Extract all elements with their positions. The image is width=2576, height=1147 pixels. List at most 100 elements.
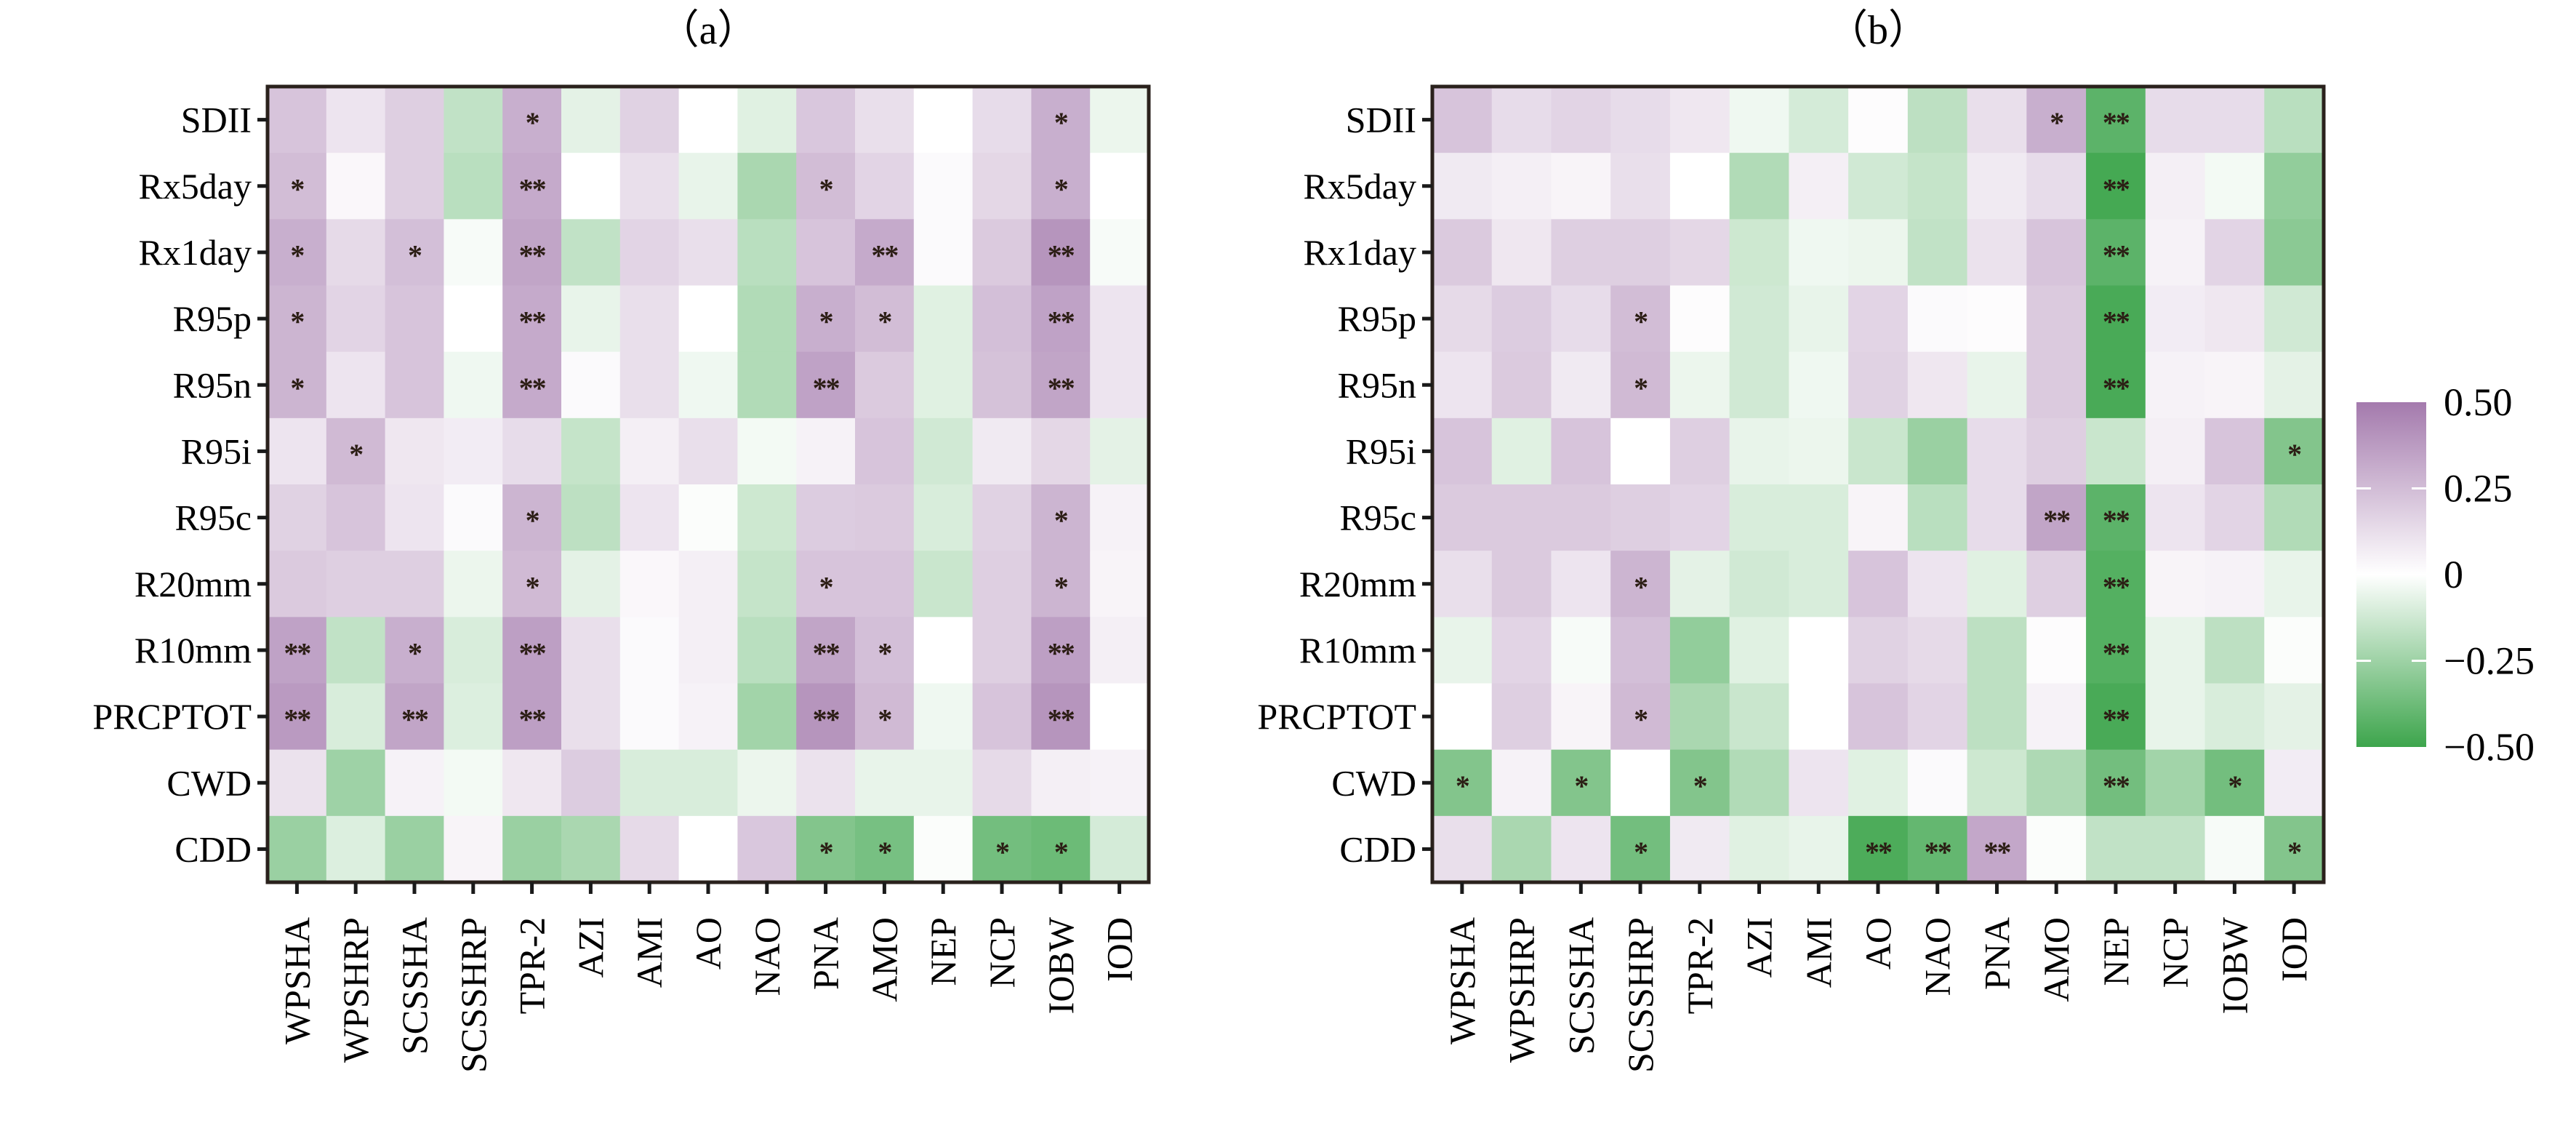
heatmap-cell — [1967, 219, 2027, 287]
y-tick-label: R95p — [173, 298, 252, 339]
heatmap-cell — [737, 351, 797, 419]
heatmap-cell — [1491, 749, 1552, 817]
heatmap-cell — [1551, 749, 1611, 817]
heatmap-cell — [1610, 87, 1671, 153]
heatmap-cell — [1031, 749, 1091, 817]
heatmap-cell — [1031, 219, 1091, 287]
y-tick-label: R95n — [1338, 364, 1416, 405]
significance-marker: ** — [2103, 636, 2130, 669]
heatmap-cell — [1669, 153, 1730, 220]
heatmap-cell — [1491, 551, 1552, 618]
heatmap-cell — [855, 551, 915, 618]
significance-marker: ** — [2103, 570, 2130, 603]
heatmap-cell — [561, 815, 621, 883]
heatmap-cell — [1432, 551, 1493, 618]
heatmap-cell — [2145, 417, 2206, 485]
y-tick-label: Rx1day — [1303, 232, 1416, 273]
x-tick-label: AMO — [864, 917, 904, 1002]
heatmap-cell — [2086, 219, 2146, 287]
significance-marker: ** — [2103, 305, 2130, 338]
heatmap-cell — [1967, 417, 2027, 485]
heatmap-cell — [1551, 551, 1611, 618]
heatmap-cell — [913, 749, 974, 817]
significance-marker: * — [1054, 836, 1068, 868]
y-tick-label: Rx1day — [138, 232, 252, 273]
heatmap-cell — [561, 683, 621, 751]
x-tick-label: NEP — [923, 917, 963, 986]
heatmap-cell — [737, 484, 797, 551]
heatmap-cell — [2204, 617, 2265, 684]
heatmap-cell — [326, 815, 386, 883]
heatmap-cell — [1848, 153, 1909, 220]
heatmap-cell — [1729, 87, 1789, 153]
heatmap-cell — [855, 219, 915, 287]
y-tick-label: CDD — [174, 828, 252, 869]
heatmap-cell — [737, 551, 797, 618]
heatmap-cell — [2026, 153, 2087, 220]
significance-marker: * — [526, 570, 539, 603]
heatmap-cell — [972, 351, 1032, 419]
heatmap-cell — [1090, 417, 1149, 485]
heatmap-cell — [2204, 749, 2265, 817]
heatmap-cell — [796, 617, 856, 684]
heatmap-cell — [1729, 484, 1789, 551]
significance-marker: * — [1634, 372, 1648, 404]
heatmap-cell — [502, 617, 562, 684]
significance-marker: ** — [519, 703, 546, 736]
heatmap-cell — [619, 417, 680, 485]
significance-marker: ** — [519, 636, 546, 669]
x-tick-label: AMO — [2036, 917, 2077, 1002]
heatmap-cell — [678, 87, 738, 153]
significance-marker: * — [1634, 836, 1648, 868]
x-tick-label: SCSSHA — [1560, 917, 1601, 1055]
heatmap-cell — [2145, 683, 2206, 751]
heatmap-cell — [972, 219, 1032, 287]
heatmap-cell — [326, 484, 386, 551]
heatmap-cell — [913, 484, 974, 551]
heatmap-cell — [1907, 551, 1968, 618]
y-tick-label: R20mm — [135, 564, 252, 604]
heatmap-cell — [2145, 153, 2206, 220]
heatmap-cell — [678, 351, 738, 419]
heatmap-cell — [855, 617, 915, 684]
heatmap-cell — [1491, 351, 1552, 419]
heatmap-cell — [2204, 417, 2265, 485]
heatmap-cell — [502, 551, 562, 618]
significance-marker: ** — [519, 305, 546, 338]
heatmap-cell — [2204, 285, 2265, 353]
significance-marker: * — [2287, 438, 2301, 471]
heatmap-cell — [1848, 417, 1909, 485]
heatmap-cell — [1848, 815, 1909, 883]
significance-marker: ** — [813, 636, 840, 669]
heatmap-cell — [678, 815, 738, 883]
heatmap-cell — [1789, 219, 1849, 287]
heatmap-cell — [326, 617, 386, 684]
heatmap-cell — [972, 683, 1032, 751]
heatmap-cell — [1491, 285, 1552, 353]
heatmap-cell — [385, 749, 444, 817]
significance-marker: ** — [813, 372, 840, 404]
colorbar-tick-label: 0.50 — [2444, 380, 2513, 424]
significance-marker: * — [408, 636, 422, 669]
heatmap-cell — [972, 153, 1032, 220]
heatmap-cell — [855, 153, 915, 220]
heatmap-cell — [2204, 87, 2265, 153]
heatmap-cell — [2264, 219, 2324, 287]
significance-marker: ** — [1048, 239, 1075, 271]
x-tick-label: SCSSHRP — [453, 917, 494, 1073]
heatmap-cell — [561, 551, 621, 618]
heatmap-cell — [1907, 153, 1968, 220]
heatmap-cell — [1090, 617, 1149, 684]
heatmap-cell — [1729, 351, 1789, 419]
heatmap-cell — [913, 351, 974, 419]
significance-marker: * — [995, 836, 1009, 868]
heatmap-cell — [855, 285, 915, 353]
heatmap-cell — [1907, 219, 1968, 287]
y-tick-label: R95i — [1346, 431, 1416, 471]
heatmap-cell — [1729, 153, 1789, 220]
heatmap-cell — [1848, 351, 1909, 419]
heatmap-cell — [1090, 484, 1149, 551]
heatmap-cell — [913, 219, 974, 287]
y-tick-label: SDII — [1346, 100, 1416, 140]
